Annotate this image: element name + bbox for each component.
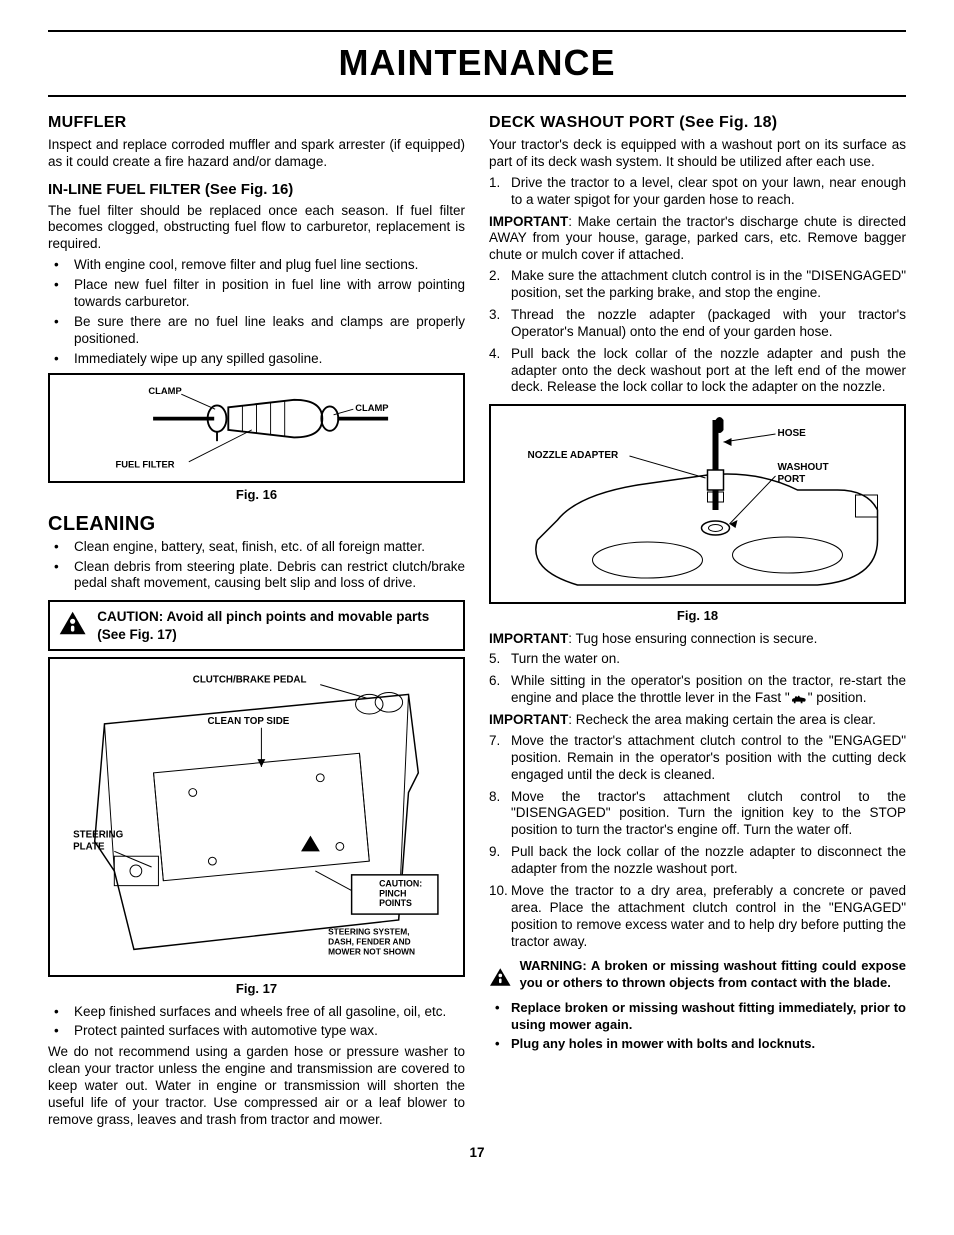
list-item: With engine cool, remove filter and plug… — [48, 257, 465, 274]
warning-text: WARNING: A broken or missing washout fit… — [520, 958, 906, 992]
important-2: IMPORTANT: Tug hose ensuring connection … — [489, 631, 906, 648]
rabbit-icon — [790, 693, 808, 705]
list-item: 7.Move the tractor's attachment clutch c… — [489, 733, 906, 784]
washout-steps-2: 2.Make sure the attachment clutch contro… — [489, 268, 906, 396]
top-rule — [48, 30, 906, 32]
list-item: 10.Move the tractor to a dry area, prefe… — [489, 883, 906, 951]
figure-17-svg: CLUTCH/BRAKE PEDAL CLEAN TOP SIDE STEERI… — [56, 665, 457, 969]
cleaning-list-1: Clean engine, battery, seat, finish, etc… — [48, 539, 465, 593]
figure-16: CLAMP CLAMP FUEL FILTER — [48, 373, 465, 483]
cleaning-list-2: Keep finished surfaces and wheels free o… — [48, 1004, 465, 1041]
list-item: Clean engine, battery, seat, finish, etc… — [48, 539, 465, 556]
page-title: MAINTENANCE — [48, 40, 906, 85]
svg-text:NOZZLE ADAPTER: NOZZLE ADAPTER — [528, 450, 620, 461]
svg-text:PLATE: PLATE — [73, 842, 105, 853]
figure-17-caption: Fig. 17 — [48, 981, 465, 997]
svg-text:HOSE: HOSE — [778, 428, 807, 439]
list-item: 3.Thread the nozzle adapter (packaged wi… — [489, 307, 906, 341]
cleaning-paragraph: We do not recommend using a garden hose … — [48, 1044, 465, 1128]
svg-text:CAUTION:: CAUTION: — [379, 879, 422, 889]
figure-18-svg: NOZZLE ADAPTER HOSE WASHOUT PORT — [495, 410, 900, 600]
svg-text:PORT: PORT — [778, 474, 806, 485]
warning-icon — [489, 958, 512, 996]
svg-text:STEERING: STEERING — [73, 830, 123, 841]
svg-text:MOWER NOT SHOWN: MOWER NOT SHOWN — [328, 947, 415, 957]
figure-16-caption: Fig. 16 — [48, 487, 465, 503]
list-item: 6.While sitting in the operator's positi… — [489, 673, 906, 707]
svg-text:CLAMP: CLAMP — [355, 402, 388, 413]
list-item: Clean debris from steering plate. Debris… — [48, 559, 465, 593]
washout-steps-3: 5.Turn the water on. 6.While sitting in … — [489, 651, 906, 707]
muffler-heading: MUFFLER — [48, 113, 465, 133]
list-item: 8.Move the tractor's attachment clutch c… — [489, 789, 906, 840]
warning-icon — [58, 608, 87, 638]
caution-text: CAUTION: Avoid all pinch points and mova… — [97, 608, 455, 643]
svg-text:CLEAN TOP SIDE: CLEAN TOP SIDE — [207, 716, 289, 727]
fuel-filter-paragraph: The fuel filter should be replaced once … — [48, 203, 465, 254]
caution-box: CAUTION: Avoid all pinch points and mova… — [48, 600, 465, 651]
left-column: MUFFLER Inspect and replace corroded muf… — [48, 109, 465, 1133]
deck-washout-heading: DECK WASHOUT PORT (See Fig. 18) — [489, 113, 906, 133]
svg-text:CLAMP: CLAMP — [148, 386, 181, 397]
figure-16-svg: CLAMP CLAMP FUEL FILTER — [56, 381, 457, 475]
important-3: IMPORTANT: Recheck the area making certa… — [489, 712, 906, 729]
list-item: Place new fuel filter in position in fue… — [48, 277, 465, 311]
right-column: DECK WASHOUT PORT (See Fig. 18) Your tra… — [489, 109, 906, 1133]
svg-text:WASHOUT: WASHOUT — [778, 462, 829, 473]
list-item: Be sure there are no fuel line leaks and… — [48, 314, 465, 348]
list-item: 5.Turn the water on. — [489, 651, 906, 668]
list-item: 9.Pull back the lock collar of the nozzl… — [489, 844, 906, 878]
svg-text:STEERING SYSTEM,: STEERING SYSTEM, — [328, 927, 409, 937]
list-item: Plug any holes in mower with bolts and l… — [489, 1036, 906, 1052]
washout-steps-1: 1.Drive the tractor to a level, clear sp… — [489, 175, 906, 209]
svg-text:POINTS: POINTS — [379, 899, 412, 909]
fuel-filter-heading: IN-LINE FUEL FILTER (See Fig. 16) — [48, 181, 465, 200]
important-1: IMPORTANT: Make certain the tractor's di… — [489, 214, 906, 265]
list-item: 4.Pull back the lock collar of the nozzl… — [489, 346, 906, 397]
list-item: Replace broken or missing washout fittin… — [489, 1000, 906, 1033]
figure-17: CLUTCH/BRAKE PEDAL CLEAN TOP SIDE STEERI… — [48, 657, 465, 977]
warning-bullets: Replace broken or missing washout fittin… — [489, 1000, 906, 1052]
figure-18: NOZZLE ADAPTER HOSE WASHOUT PORT — [489, 404, 906, 604]
svg-text:CLUTCH/BRAKE PEDAL: CLUTCH/BRAKE PEDAL — [193, 675, 307, 686]
svg-text:PINCH: PINCH — [379, 889, 406, 899]
title-rule — [48, 95, 906, 97]
two-column-layout: MUFFLER Inspect and replace corroded muf… — [48, 109, 906, 1133]
warning-row: WARNING: A broken or missing washout fit… — [489, 958, 906, 996]
fuel-filter-list: With engine cool, remove filter and plug… — [48, 257, 465, 367]
list-item: 1.Drive the tractor to a level, clear sp… — [489, 175, 906, 209]
cleaning-heading: CLEANING — [48, 512, 465, 537]
list-item: Keep finished surfaces and wheels free o… — [48, 1004, 465, 1021]
list-item: Protect painted surfaces with automotive… — [48, 1023, 465, 1040]
muffler-paragraph: Inspect and replace corroded muffler and… — [48, 137, 465, 171]
deck-washout-paragraph: Your tractor's deck is equipped with a w… — [489, 137, 906, 171]
svg-text:DASH, FENDER AND: DASH, FENDER AND — [328, 937, 411, 947]
page-number: 17 — [48, 1145, 906, 1162]
figure-18-caption: Fig. 18 — [489, 608, 906, 624]
list-item: 2.Make sure the attachment clutch contro… — [489, 268, 906, 302]
svg-text:FUEL FILTER: FUEL FILTER — [116, 459, 175, 470]
washout-steps-4: 7.Move the tractor's attachment clutch c… — [489, 733, 906, 951]
list-item: Immediately wipe up any spilled gasoline… — [48, 351, 465, 368]
